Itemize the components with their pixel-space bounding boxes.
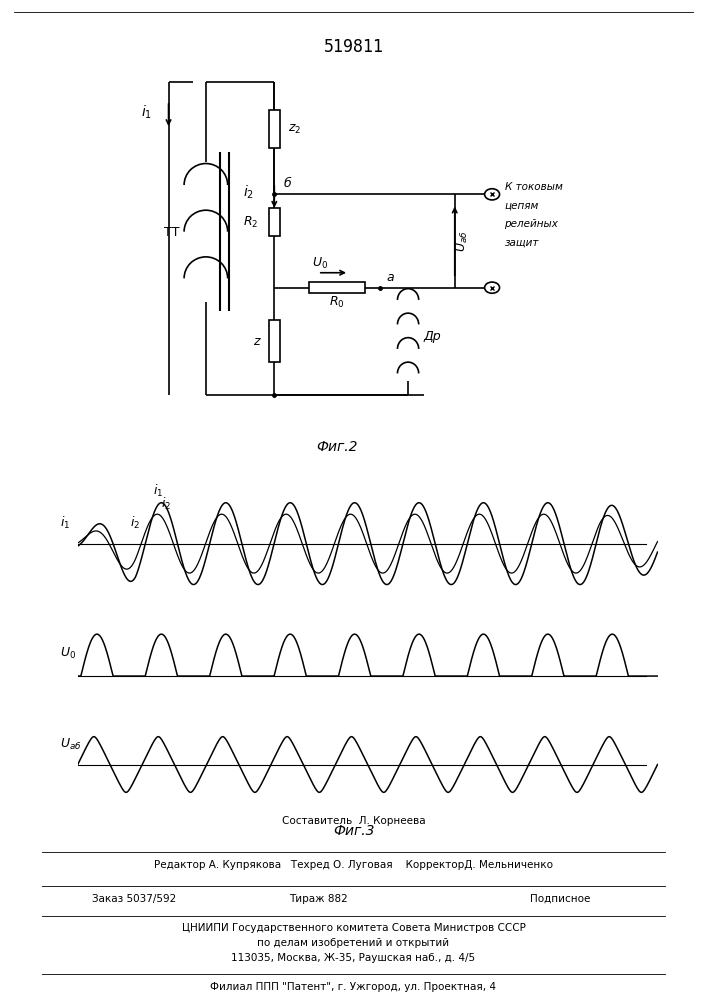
Text: Фиг.3: Фиг.3	[333, 824, 374, 838]
Bar	[269, 320, 280, 362]
Text: ТТ: ТТ	[164, 226, 180, 239]
Text: Тираж 882: Тираж 882	[288, 894, 348, 904]
Text: 113035, Москва, Ж-35, Раушская наб., д. 4/5: 113035, Москва, Ж-35, Раушская наб., д. …	[231, 953, 476, 963]
Bar	[269, 110, 280, 148]
Text: по делам изобретений и открытий: по делам изобретений и открытий	[257, 938, 450, 948]
Text: $U_0$: $U_0$	[60, 646, 76, 661]
Text: Др: Др	[423, 330, 441, 343]
Text: Фиг.2: Фиг.2	[316, 440, 357, 454]
Text: $U_{аб}$: $U_{аб}$	[60, 736, 82, 752]
Text: Подписное: Подписное	[530, 894, 590, 904]
Text: К токовым: К токовым	[505, 182, 562, 192]
Text: $i_1$: $i_1$	[141, 104, 152, 121]
Text: Филиал ППП "Патент", г. Ужгород, ул. Проектная, 4: Филиал ППП "Патент", г. Ужгород, ул. Про…	[211, 982, 496, 992]
Text: ЦНИИПИ Государственного комитета Совета Министров СССР: ЦНИИПИ Государственного комитета Совета …	[182, 923, 525, 933]
Text: а: а	[386, 271, 394, 284]
Text: цепям: цепям	[505, 200, 539, 210]
Text: релейных: релейных	[505, 219, 559, 229]
Text: $z_2$: $z_2$	[288, 122, 301, 136]
Text: защит: защит	[505, 238, 539, 248]
Text: $i_2$: $i_2$	[161, 496, 171, 512]
Circle shape	[484, 189, 500, 200]
Text: $U_0$: $U_0$	[312, 256, 328, 271]
Text: 519811: 519811	[324, 38, 383, 56]
Text: Заказ 5037/592: Заказ 5037/592	[92, 894, 176, 904]
Text: $i_2$: $i_2$	[243, 184, 255, 201]
Text: б: б	[284, 177, 291, 190]
Text: Составитель  Л. Корнеева: Составитель Л. Корнеева	[281, 816, 426, 826]
Text: $U_{аб}$: $U_{аб}$	[455, 230, 469, 252]
Bar	[269, 208, 280, 236]
Text: $i_1$: $i_1$	[153, 483, 163, 499]
Text: $i_1$: $i_1$	[60, 515, 71, 531]
Text: $R_0$: $R_0$	[329, 294, 344, 310]
Text: $i_2$: $i_2$	[130, 515, 140, 531]
Text: $z$: $z$	[252, 335, 262, 348]
Text: $R_2$: $R_2$	[243, 215, 259, 230]
Bar	[308, 282, 365, 293]
Circle shape	[484, 282, 500, 293]
Text: Редактор А. Купрякова   Техред О. Луговая    КорректорД. Мельниченко: Редактор А. Купрякова Техред О. Луговая …	[154, 860, 553, 870]
